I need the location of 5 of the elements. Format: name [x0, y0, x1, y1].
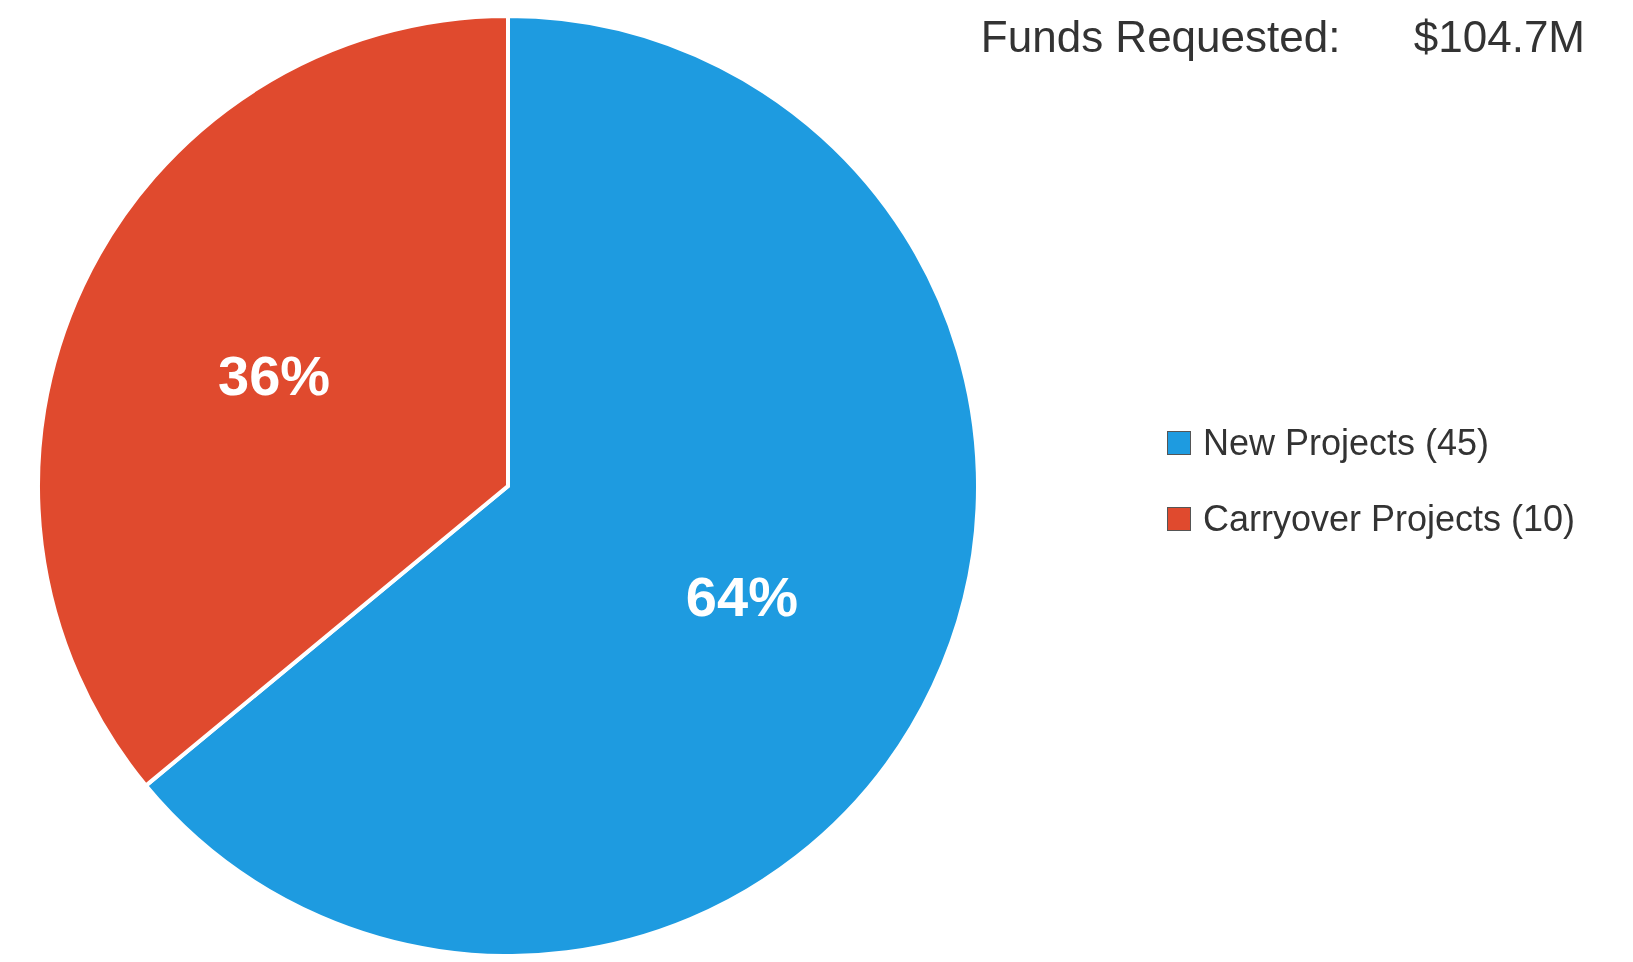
legend-label: New Projects (45): [1202, 421, 1489, 465]
data-label: 64%: [685, 564, 798, 628]
legend-label: Carryover Projects (10): [1202, 497, 1575, 541]
data-label: 36%: [218, 344, 331, 408]
chart-title: Funds Requested: $104.7M: [980, 12, 1585, 62]
